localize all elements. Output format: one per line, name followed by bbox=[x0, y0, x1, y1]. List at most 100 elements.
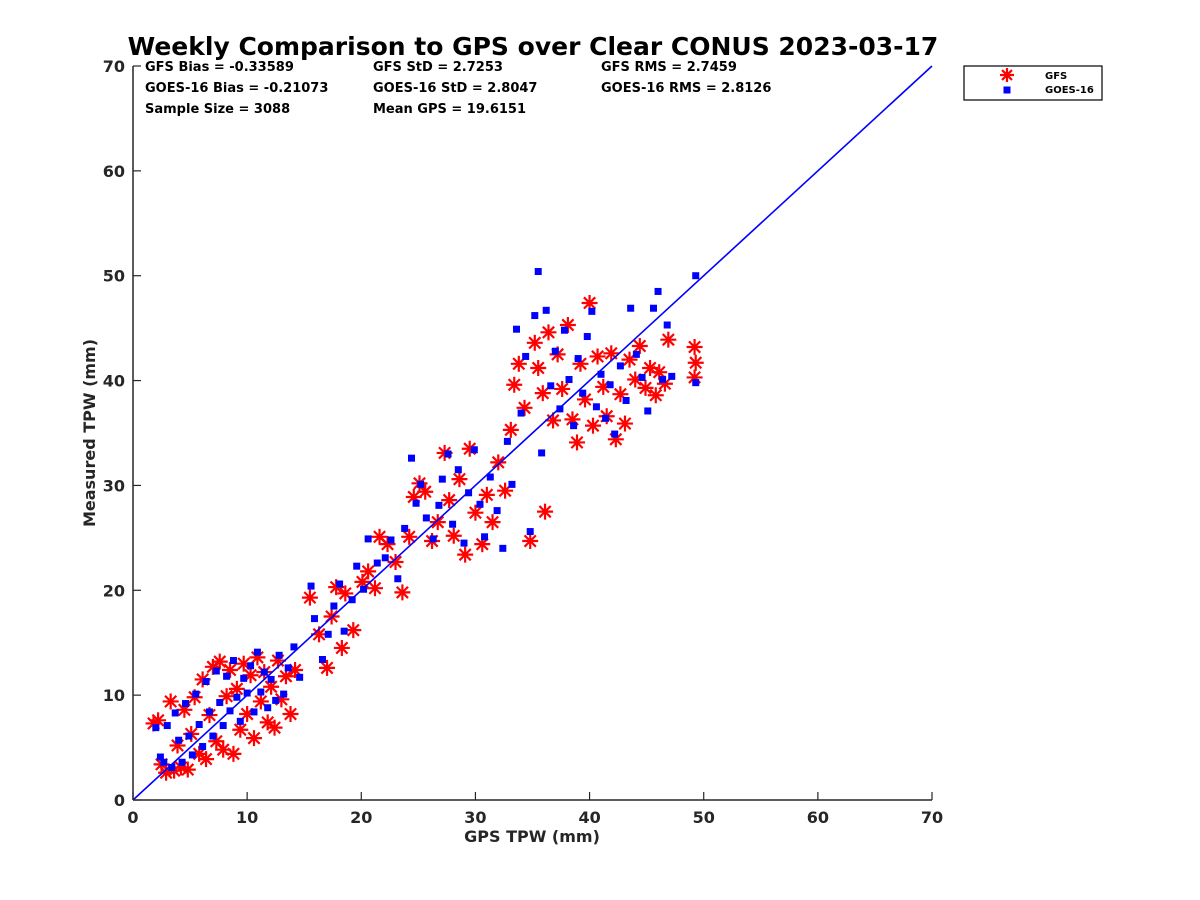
gfs-point bbox=[474, 536, 491, 553]
chart-title: Weekly Comparison to GPS over Clear CONU… bbox=[128, 32, 939, 61]
goes16-point bbox=[160, 758, 168, 766]
goes16-point bbox=[330, 602, 338, 610]
gfs-point bbox=[345, 622, 362, 639]
y-tick-label: 30 bbox=[103, 476, 125, 495]
goes16-point bbox=[522, 352, 530, 360]
y-tick-label: 10 bbox=[103, 686, 125, 705]
goes16-point bbox=[188, 751, 196, 759]
goes16-point bbox=[417, 480, 425, 488]
goes16-point bbox=[229, 657, 237, 665]
goes16-point bbox=[247, 662, 255, 670]
gfs-point bbox=[301, 589, 318, 606]
gfs-point bbox=[333, 639, 350, 656]
goes16-point bbox=[551, 347, 559, 355]
x-tick-label: 20 bbox=[350, 808, 372, 827]
goes16-point bbox=[290, 643, 298, 651]
goes16-point bbox=[324, 630, 332, 638]
goes16-point bbox=[236, 717, 244, 725]
goes16-point bbox=[547, 382, 555, 390]
goes16-point bbox=[219, 722, 227, 730]
legend-goes16-marker bbox=[1003, 86, 1011, 94]
x-tick-label: 60 bbox=[807, 808, 829, 827]
gfs-point bbox=[211, 653, 228, 670]
goes16-point bbox=[280, 690, 288, 698]
goes16-point bbox=[401, 524, 409, 532]
goes16-point bbox=[202, 678, 210, 686]
gfs-point bbox=[502, 421, 519, 438]
goes16-point bbox=[606, 381, 614, 389]
gfs-point bbox=[569, 434, 586, 451]
goes16-point bbox=[260, 668, 268, 676]
gfs-point bbox=[510, 355, 527, 372]
goes16-point bbox=[275, 651, 283, 659]
stat-text: GOES-16 Bias = -0.21073 bbox=[145, 81, 328, 96]
goes16-point bbox=[517, 409, 525, 417]
gfs-point bbox=[282, 706, 299, 723]
stat-text: GFS StD = 2.7253 bbox=[373, 60, 503, 75]
legend-gfs-marker bbox=[1000, 68, 1014, 82]
goes16-point bbox=[632, 350, 640, 358]
gfs-point bbox=[484, 514, 501, 531]
plot-area bbox=[132, 65, 933, 801]
goes16-point bbox=[394, 575, 402, 583]
x-tick-label: 40 bbox=[578, 808, 600, 827]
goes16-point bbox=[542, 306, 550, 314]
x-tick-label: 10 bbox=[236, 808, 258, 827]
gfs-point bbox=[401, 528, 418, 545]
goes16-point bbox=[627, 304, 635, 312]
series-goes16 bbox=[152, 268, 700, 771]
legend: GFS GOES-16 bbox=[963, 65, 1103, 101]
one-to-one-line bbox=[132, 65, 933, 801]
gfs-point bbox=[686, 339, 703, 356]
y-tick-label: 40 bbox=[103, 372, 125, 391]
goes16-point bbox=[250, 708, 258, 716]
goes16-point bbox=[408, 454, 416, 462]
goes16-point bbox=[209, 732, 217, 740]
gfs-point bbox=[637, 379, 654, 396]
legend-gfs-label: GFS bbox=[1045, 71, 1067, 82]
gfs-point bbox=[266, 719, 283, 736]
gfs-point bbox=[417, 483, 434, 500]
goes16-point bbox=[373, 559, 381, 567]
goes16-point bbox=[284, 664, 292, 672]
goes16-point bbox=[257, 688, 265, 696]
gfs-point bbox=[162, 693, 179, 710]
goes16-point bbox=[692, 272, 700, 280]
goes16-point bbox=[616, 362, 624, 370]
goes16-point bbox=[310, 615, 318, 623]
gfs-point bbox=[526, 334, 543, 351]
stat-text: Sample Size = 3088 bbox=[145, 102, 290, 117]
goes16-point bbox=[364, 535, 372, 543]
goes16-point bbox=[307, 582, 315, 590]
goes16-point bbox=[422, 514, 430, 522]
gfs-point bbox=[277, 668, 294, 685]
goes16-point bbox=[476, 500, 484, 508]
goes16-point bbox=[243, 689, 251, 697]
stat-text: GOES-16 StD = 2.8047 bbox=[373, 81, 537, 96]
statistics-text: GFS Bias = -0.33589 GFS StD = 2.7253 GFS R… bbox=[145, 60, 771, 117]
goes16-point bbox=[340, 627, 348, 635]
goes16-point bbox=[449, 520, 457, 528]
goes16-point bbox=[318, 655, 326, 663]
goes16-point bbox=[175, 736, 183, 744]
axes: 0 10 20 30 40 50 60 70 0 10 20 30 40 50 60 70 bbox=[103, 57, 943, 827]
goes16-point bbox=[611, 430, 619, 438]
gfs-point bbox=[311, 626, 328, 643]
gfs-point bbox=[616, 415, 633, 432]
legend-box bbox=[963, 65, 1103, 101]
gfs-point bbox=[319, 659, 336, 676]
series-gfs bbox=[145, 294, 704, 781]
stat-text: GOES-16 RMS = 2.8126 bbox=[601, 81, 771, 96]
goes16-point bbox=[435, 501, 443, 509]
x-tick-label: 0 bbox=[127, 808, 138, 827]
gfs-point bbox=[179, 761, 196, 778]
y-tick-label: 20 bbox=[103, 581, 125, 600]
gfs-point bbox=[245, 730, 262, 747]
stat-text: GFS RMS = 2.7459 bbox=[601, 60, 737, 75]
goes16-point bbox=[692, 379, 700, 387]
gfs-point bbox=[441, 492, 458, 509]
goes16-point bbox=[412, 499, 420, 507]
goes16-point bbox=[205, 708, 213, 716]
goes16-point bbox=[438, 475, 446, 483]
